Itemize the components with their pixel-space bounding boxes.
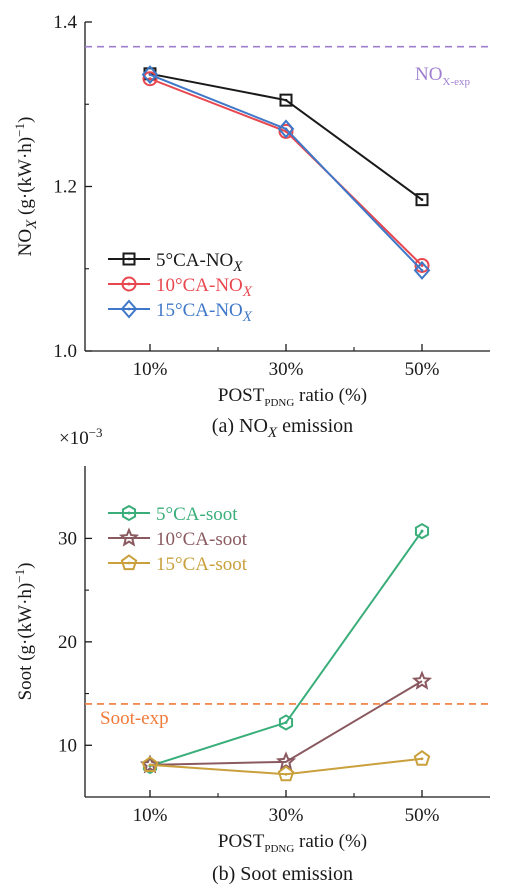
x-tick-label: 30% [269,805,304,826]
series-line-1 [149,680,423,766]
data-point-s1-1 [275,751,297,771]
y-tick-label: 10 [58,735,77,756]
y-scale-label: ×10−3 [59,425,103,449]
data-point-s2-2-dot [420,757,424,761]
legend-label-0: 5°CA-soot [156,504,238,525]
panel-caption: (b) Soot emission [212,863,353,885]
legend-marker-1 [121,276,137,292]
series-line-2 [149,73,423,272]
x-tick-label: 50% [405,359,440,380]
data-point-s0-1-dot [284,98,288,102]
data-point-s0-2-dot [420,198,424,201]
data-point-s1-0 [142,71,158,87]
legend-label-0: 5°CA-NOX [156,250,243,275]
data-point-s2-1-dot [284,772,288,776]
reference-line-label: NOX-exp [415,64,470,88]
legend-label-2: 15°CA-NOX [156,300,253,325]
y-axis-title: NOX (g·(kW·h)−1) [12,117,40,257]
legend-marker-1 [118,527,140,547]
legend-label-1: 10°CA-soot [156,529,248,550]
panel-b-soot-chart: 10 20 30 10% 30% 50% Soot-exp 5°CA-soot 10°CA-so… [12,425,490,885]
legend-marker-0 [122,252,136,266]
legend-marker-2-dot [127,561,131,565]
data-point-s1-0-dot [148,77,152,81]
x-tick-label: 30% [269,359,304,380]
x-axis-title: POSTPDNG ratio (%) [218,385,367,409]
data-point-s0-2 [414,523,430,540]
legend-label-2: 15°CA-soot [156,554,248,575]
data-point-s2-2 [413,260,431,280]
x-tick-label: 10% [133,359,168,380]
data-point-s2-2 [413,749,431,766]
x-tick-label: 10% [133,805,168,826]
legend-marker-1-dot [127,282,131,286]
data-point-s2-2-dot [420,268,424,272]
legend-marker-0-dot [127,511,131,515]
y-tick-label: 1.0 [53,341,77,362]
legend-marker-2-dot [127,307,131,311]
data-point-s2-0 [141,65,159,85]
y-tick-label: 20 [58,632,77,653]
y-axis-title: Soot (g·(kW·h)−1) [12,563,36,701]
y-tick-label: 1.4 [53,12,77,33]
x-axis-title: POSTPDNG ratio (%) [218,831,367,855]
panel-a-nox-chart: 1.0 1.2 1.4 10% 30% 50% NOX-exp 5°CA-NOX10°CA-N… [12,12,490,441]
legend-marker-2 [120,554,138,571]
reference-line-label: Soot-exp [100,708,169,729]
series-line-1 [149,77,423,267]
data-point-s2-0 [141,756,159,773]
legend-marker-0-dot [127,257,131,261]
data-point-s0-1-dot [284,721,288,725]
y-tick-label: 30 [58,528,77,549]
data-point-s0-1 [279,93,293,107]
legend-label-1: 10°CA-NOX [156,275,253,300]
legend-marker-0 [121,504,137,522]
x-tick-label: 50% [405,805,440,826]
data-point-s2-1 [277,765,295,782]
data-point-s0-2-dot [420,529,424,533]
data-point-s2-0-dot [148,73,152,77]
data-point-s1-2 [411,670,433,690]
legend-marker-2 [120,299,138,319]
data-point-s2-0-dot [148,763,152,767]
data-point-s1-2 [414,257,430,273]
data-point-s0-2 [415,193,429,207]
y-tick-label: 1.2 [53,177,77,198]
data-point-s2-1 [277,119,295,139]
data-point-s0-1 [278,714,294,731]
data-point-s2-1-dot [284,127,288,131]
panel-caption: (a) NOX emission [212,415,353,441]
